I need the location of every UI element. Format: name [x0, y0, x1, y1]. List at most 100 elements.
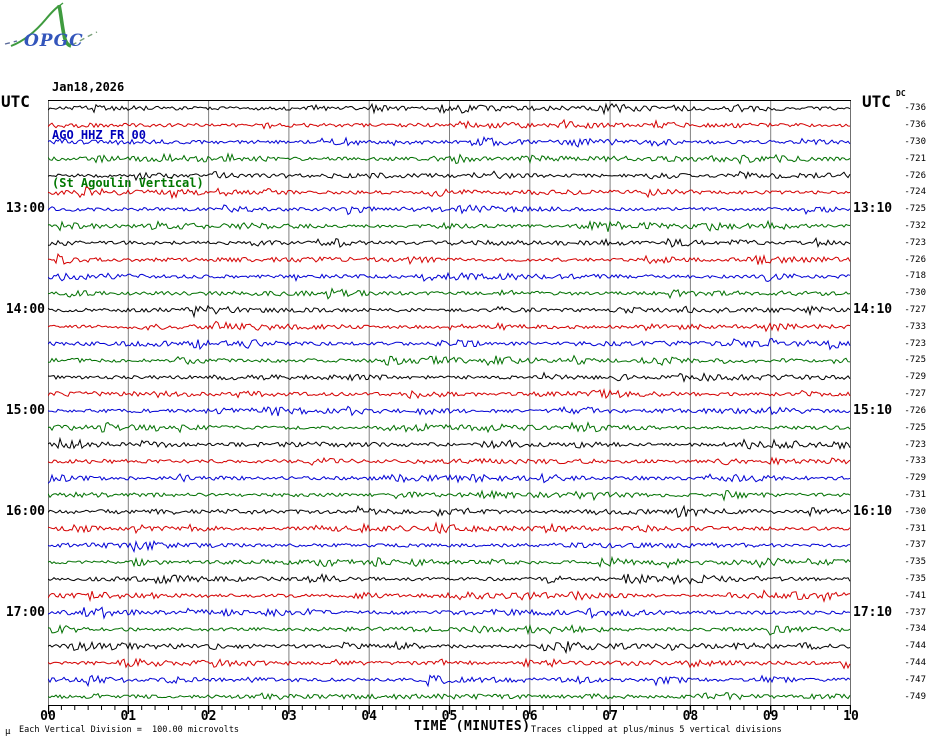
- seismo-trace-row: [48, 606, 851, 620]
- seismo-trace-row: [48, 252, 851, 266]
- dc-offset-value: -737: [904, 607, 926, 618]
- seismo-trace-row: [48, 337, 851, 351]
- logo-right-dash: [71, 31, 98, 46]
- seismo-trace-row: [48, 657, 851, 670]
- x-axis-tick-label: 08: [682, 709, 699, 724]
- left-hour-label: 14:00: [5, 302, 45, 318]
- dc-offset-value: -725: [904, 204, 926, 215]
- seismo-trace-row: [48, 219, 851, 232]
- seismo-trace-row: [48, 489, 851, 502]
- seismo-trace-row: [48, 472, 851, 484]
- dc-offset-value: -723: [904, 338, 926, 349]
- seismo-trace-row: [48, 118, 851, 130]
- seismo-trace-row: [48, 504, 851, 518]
- seismo-trace-row: [48, 674, 851, 688]
- dc-offset-value: -744: [904, 641, 926, 652]
- x-axis-tick-label: 00: [40, 709, 56, 724]
- dc-offset-value: -729: [904, 372, 926, 383]
- dc-offset-value: -729: [904, 473, 926, 484]
- dc-offset-value: -731: [904, 523, 926, 534]
- dc-offset-value: -725: [904, 355, 926, 366]
- header-station-desc: (St Agoulin Vertical): [52, 176, 204, 190]
- seismo-trace-row: [48, 102, 851, 116]
- dc-offset-value: -735: [904, 573, 926, 584]
- footer-clip-note: Traces clipped at plus/minus 5 vertical …: [531, 725, 782, 735]
- seismo-trace-row: [48, 271, 851, 283]
- seismo-trace-row: [48, 640, 851, 655]
- seismo-trace-row: [48, 371, 851, 383]
- x-axis-tick-label: 02: [200, 709, 217, 724]
- header-station: AGO HHZ FR 00: [52, 128, 146, 142]
- seismo-trace-row: [48, 540, 851, 554]
- logo-left-dash: [4, 40, 18, 45]
- right-hour-label: 16:10: [853, 503, 893, 519]
- x-axis-tick-label: 09: [762, 709, 779, 724]
- dc-offset-value: -737: [904, 540, 926, 551]
- seismo-trace-row: [48, 135, 851, 148]
- right-hour-label: 17:10: [853, 604, 893, 620]
- x-axis-tick-label: 06: [521, 709, 538, 724]
- x-axis-tick-label: 01: [120, 709, 137, 724]
- seismo-trace-row: [48, 152, 851, 165]
- dc-offset-value: -723: [904, 237, 926, 248]
- seismo-trace-row: [48, 287, 851, 300]
- seismo-trace-row: [48, 436, 851, 450]
- dc-column-header: DC: [896, 89, 906, 98]
- dc-offset-value: -730: [904, 137, 926, 147]
- dc-offset-value: -718: [904, 271, 926, 282]
- dc-offset-value: -741: [904, 590, 926, 601]
- footer-corner-mark: µ: [5, 727, 11, 737]
- dc-offset-value: -744: [904, 657, 926, 668]
- x-axis-tick-label: 03: [281, 709, 297, 724]
- dc-offset-value: -725: [904, 422, 926, 433]
- dc-offset-value: -731: [904, 489, 926, 500]
- dc-offset-value: -749: [904, 691, 926, 702]
- logo-text: OPGC: [24, 31, 84, 51]
- seismo-trace-row: [48, 304, 851, 319]
- seismo-trace-row: [48, 589, 851, 603]
- footer-scale-note: Each Vertical Division = 100.00 microvol…: [19, 725, 240, 735]
- dc-offset-value: -721: [904, 153, 926, 164]
- dc-offset-value: -736: [904, 103, 926, 114]
- dc-offset-value: -734: [904, 624, 926, 635]
- left-hour-label: 17:00: [5, 604, 45, 620]
- right-hour-label: 14:10: [853, 302, 893, 318]
- plot-header: Jan18,2026 AGO HHZ FR 00 (St Agoulin Ver…: [52, 47, 204, 207]
- dc-offset-value: -726: [904, 170, 926, 181]
- dc-offset-value: -747: [904, 674, 926, 685]
- seismo-trace-row: [48, 421, 851, 434]
- dc-offset-value: -736: [904, 120, 926, 131]
- logo-mountain-descent: [57, 4, 72, 48]
- seismo-trace-row: [48, 237, 851, 249]
- dc-offset-value: -735: [904, 557, 926, 568]
- x-axis-title: TIME (MINUTES): [414, 719, 531, 734]
- seismo-trace-row: [48, 405, 851, 417]
- dc-offset-value: -726: [904, 405, 926, 416]
- header-date: Jan18,2026: [52, 80, 125, 94]
- seismo-trace-row: [48, 204, 851, 216]
- dc-offset-value: -730: [904, 506, 926, 517]
- right-hour-label: 13:10: [853, 201, 893, 217]
- seismo-trace-row: [48, 320, 851, 333]
- dc-offset-value: -727: [904, 389, 926, 400]
- opgc-logo: OPGC: [4, 2, 98, 51]
- dc-offset-value: -723: [904, 439, 926, 450]
- utc-title-left: UTC: [1, 92, 30, 111]
- seismo-trace-row: [48, 170, 851, 182]
- seismo-trace-row: [48, 572, 851, 586]
- seismo-trace-row: [48, 692, 851, 701]
- dc-offset-value: -732: [904, 221, 926, 232]
- left-hour-label: 16:00: [5, 503, 45, 519]
- seismo-trace-row: [48, 456, 851, 466]
- dc-offset-value: -726: [904, 254, 926, 265]
- dc-offset-value: -733: [904, 456, 926, 467]
- seismo-trace-row: [48, 387, 851, 400]
- left-hour-label: 13:00: [5, 201, 45, 217]
- logo-mountain-ascent: [10, 5, 60, 47]
- seismo-trace-row: [48, 521, 851, 535]
- seismo-trace-row: [48, 186, 851, 200]
- x-axis-tick-label: 10: [843, 709, 859, 724]
- x-axis-tick-label: 04: [361, 709, 378, 724]
- left-hour-label: 15:00: [5, 402, 45, 418]
- utc-title-right: UTC: [862, 92, 891, 111]
